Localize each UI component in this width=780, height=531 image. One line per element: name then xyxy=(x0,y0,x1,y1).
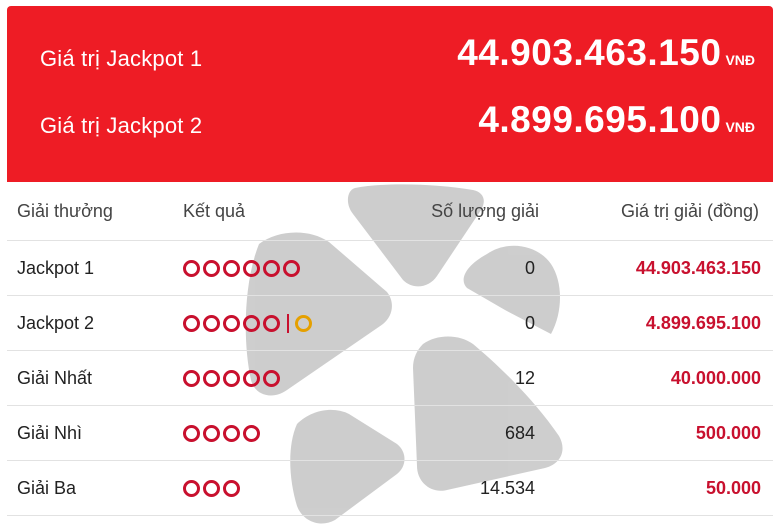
ball-icon xyxy=(223,369,240,387)
jackpot-2-amount: 4.899.695.100 xyxy=(478,99,722,140)
prize-name: Giải Nhất xyxy=(17,367,93,388)
result-balls xyxy=(183,351,280,405)
prize-name: Giải Ba xyxy=(17,477,77,498)
ball-icon xyxy=(203,259,220,277)
prize-value: 4.899.695.100 xyxy=(645,312,761,333)
result-balls xyxy=(183,406,260,460)
ball-icon xyxy=(223,259,240,277)
prize-table: Giải thưởng Kết quả Số lượng giải Giá tr… xyxy=(7,182,773,516)
table-header: Giải thưởng Kết quả Số lượng giải Giá tr… xyxy=(7,182,773,241)
prize-count: 0 xyxy=(524,257,535,278)
watermark-petal-top xyxy=(347,184,484,287)
ball-icon xyxy=(183,479,200,497)
result-balls xyxy=(183,241,300,295)
jackpot-2-row: Giá trị Jackpot 2 4.899.695.100 VNĐ xyxy=(7,95,773,155)
ball-icon xyxy=(203,479,220,497)
header-value: Giá trị giải (đồng) xyxy=(620,200,759,221)
ball-icon xyxy=(203,369,220,387)
ball-icon xyxy=(263,369,280,387)
table-row: Jackpot 1 0 44.903.463.150 xyxy=(7,241,773,296)
ball-icon xyxy=(243,259,260,277)
jackpot-2-value: 4.899.695.100 VNĐ xyxy=(478,99,755,141)
ball-icon xyxy=(243,314,260,332)
special-divider xyxy=(287,313,289,333)
header-prize: Giải thưởng xyxy=(17,200,113,221)
jackpot-1-amount: 44.903.463.150 xyxy=(457,32,722,73)
ball-icon xyxy=(243,369,260,387)
jackpot-2-unit: VNĐ xyxy=(725,119,755,135)
watermark-petal-bottom-left xyxy=(290,409,405,524)
logo-watermark xyxy=(245,184,563,524)
prize-count: 0 xyxy=(524,312,535,333)
table-row: Giải Nhì 684 500.000 xyxy=(7,406,773,461)
watermark-petal-right xyxy=(463,245,560,334)
result-balls xyxy=(183,296,312,350)
table-row: Giải Nhất 12 40.000.000 xyxy=(7,351,773,406)
jackpot-1-label: Giá trị Jackpot 1 xyxy=(40,46,203,71)
jackpot-1-unit: VNĐ xyxy=(725,52,755,68)
ball-icon xyxy=(223,424,240,442)
prize-name: Jackpot 1 xyxy=(17,257,95,278)
prize-count: 684 xyxy=(504,422,535,443)
header-result: Kết quả xyxy=(183,200,246,221)
jackpot-1-value: 44.903.463.150 VNĐ xyxy=(457,32,755,74)
jackpot-1-row: Giá trị Jackpot 1 44.903.463.150 VNĐ xyxy=(7,28,773,88)
prize-count: 14.534 xyxy=(479,477,535,498)
ball-icon xyxy=(183,314,200,332)
special-ball-icon xyxy=(295,314,312,332)
prize-value: 50.000 xyxy=(705,477,761,498)
ball-icon xyxy=(223,314,240,332)
prize-value: 44.903.463.150 xyxy=(635,257,761,278)
table-row: Jackpot 2 0 4.899.695.100 xyxy=(7,296,773,351)
prize-value: 40.000.000 xyxy=(670,367,761,388)
ball-icon xyxy=(283,259,300,277)
ball-icon xyxy=(263,259,280,277)
jackpot-panel: Giá trị Jackpot 1 44.903.463.150 VNĐ Giá … xyxy=(7,6,773,182)
prize-count: 12 xyxy=(514,367,535,388)
prize-value: 500.000 xyxy=(695,422,761,443)
ball-icon xyxy=(243,424,260,442)
ball-icon xyxy=(203,424,220,442)
ball-icon xyxy=(223,479,240,497)
ball-icon xyxy=(183,369,200,387)
ball-icon xyxy=(183,424,200,442)
ball-icon xyxy=(203,314,220,332)
ball-icon xyxy=(263,314,280,332)
prize-name: Giải Nhì xyxy=(17,422,83,443)
watermark-petal-bottom-right xyxy=(413,336,563,491)
header-count: Số lượng giải xyxy=(431,200,539,221)
watermark-petal-left xyxy=(245,232,392,396)
table-row: Giải Ba 14.534 50.000 xyxy=(7,461,773,516)
jackpot-2-label: Giá trị Jackpot 2 xyxy=(40,113,203,138)
lottery-result-card: Giá trị Jackpot 1 44.903.463.150 VNĐ Giá … xyxy=(7,6,773,525)
ball-icon xyxy=(183,259,200,277)
result-balls xyxy=(183,461,240,515)
prize-name: Jackpot 2 xyxy=(17,312,95,333)
